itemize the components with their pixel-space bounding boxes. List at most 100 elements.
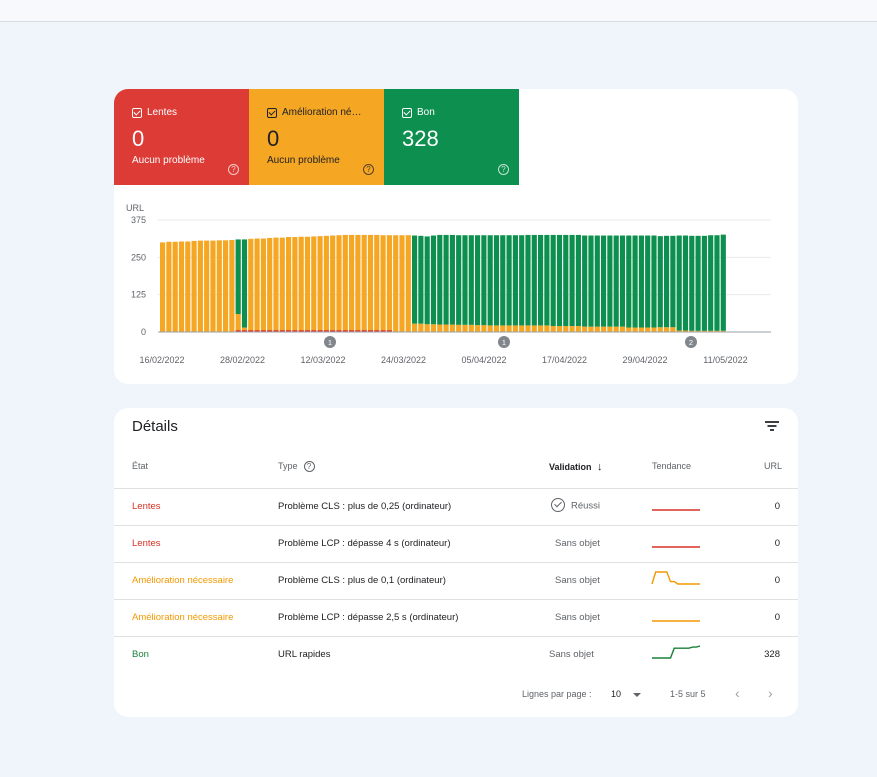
bar-segment: [601, 235, 607, 327]
header-url[interactable]: URL: [764, 461, 783, 471]
row-url-count: 0: [774, 501, 780, 512]
bar-segment: [689, 235, 695, 331]
table-row[interactable]: Amélioration nécessaire Problème CLS : pl…: [114, 562, 798, 599]
bar-segment: [594, 235, 600, 327]
y-tick-label: 0: [141, 327, 146, 337]
bar-segment: [475, 325, 481, 332]
tile-label: Lentes: [147, 107, 178, 118]
bar-segment: [367, 330, 374, 332]
bar-segment: [456, 235, 462, 325]
bar-segment: [538, 325, 544, 332]
bar-segment: [708, 235, 714, 331]
bar-segment: [632, 235, 638, 328]
tile-label: Bon: [417, 107, 435, 118]
bar-segment: [449, 324, 455, 332]
bar-segment: [607, 235, 613, 327]
x-tick-label: 24/03/2022: [381, 355, 426, 365]
bar-segment: [500, 235, 506, 326]
row-validation-cell: Sans objet: [549, 649, 594, 660]
bar-segment: [664, 235, 670, 328]
table-row[interactable]: Lentes Problème CLS : plus de 0,25 (ordin…: [114, 488, 798, 525]
trend-sparkline: [652, 509, 700, 511]
bar-segment: [506, 325, 512, 332]
bar-segment: [449, 234, 455, 325]
bar-segment: [493, 325, 500, 332]
annotation-label: 1: [502, 338, 506, 347]
bar-segment: [336, 330, 342, 332]
table-row[interactable]: Amélioration nécessaire Problème LCP : dé…: [114, 599, 798, 636]
bar-segment: [323, 235, 329, 332]
bar-segment: [664, 327, 670, 332]
row-state: Lentes: [132, 501, 161, 512]
bar-segment: [657, 236, 663, 328]
bar-segment: [575, 234, 581, 327]
help-icon[interactable]: ?: [228, 164, 239, 175]
help-icon[interactable]: ?: [498, 164, 509, 175]
table-row[interactable]: Lentes Problème LCP : dépasse 4 s (ordina…: [114, 525, 798, 562]
rows-per-page-value: 10: [611, 689, 622, 699]
table-row[interactable]: Bon URL rapides Sans objet 328: [114, 636, 798, 673]
bar-segment: [619, 235, 626, 327]
bar-segment: [531, 234, 537, 326]
row-validation: Sans objet: [555, 538, 600, 549]
bar-segment: [380, 235, 386, 332]
y-tick-label: 250: [131, 252, 146, 262]
bar-segment: [292, 237, 298, 332]
bar-segment: [355, 330, 361, 332]
arrow-down-icon: ↓: [597, 461, 603, 473]
bar-segment: [260, 330, 266, 332]
checkbox-checked-icon[interactable]: [132, 107, 142, 118]
bar-segment: [525, 234, 531, 326]
bar-segment: [556, 234, 563, 327]
bar-segment: [676, 330, 682, 332]
bar-segment: [519, 235, 525, 326]
help-icon[interactable]: ?: [303, 461, 315, 473]
bar-segment: [405, 235, 411, 332]
bar-segment: [582, 326, 588, 332]
bar-segment: [197, 240, 203, 332]
help-icon[interactable]: ?: [363, 164, 374, 175]
y-tick-label: 125: [131, 290, 146, 300]
page-range: 1-5 sur 5: [670, 689, 706, 699]
bar-segment: [424, 236, 430, 325]
checkbox-checked-icon[interactable]: [267, 107, 277, 118]
header-type[interactable]: Type: [278, 461, 298, 471]
annotation-label: 2: [689, 338, 693, 347]
bar-segment: [273, 330, 279, 332]
bar-segment: [626, 327, 632, 332]
bar-segment: [475, 235, 481, 326]
x-tick-label: 16/02/2022: [139, 355, 184, 365]
y-tick-label: 375: [131, 215, 146, 225]
bar-segment: [185, 241, 191, 332]
rows-per-page-select[interactable]: 10: [611, 689, 642, 699]
bar-segment: [298, 236, 304, 332]
tile-good[interactable]: Bon 328 ?: [384, 89, 519, 185]
bar-segment: [670, 327, 676, 332]
bar-segment: [355, 234, 361, 332]
bar-segment: [519, 325, 525, 332]
prev-page-icon[interactable]: ‹: [735, 685, 740, 701]
row-validation: Sans objet: [555, 612, 600, 623]
bar-segment: [550, 326, 556, 332]
tile-needs-improvement[interactable]: Amélioration nécessaire 0 Aucun problème…: [249, 89, 384, 185]
x-tick-label: 29/04/2022: [622, 355, 667, 365]
header-trend: Tendance: [652, 461, 692, 471]
bar-segment: [260, 238, 266, 332]
annotation-label: 1: [328, 338, 332, 347]
row-state: Amélioration nécessaire: [132, 612, 234, 623]
tile-slow[interactable]: Lentes 0 Aucun problème ?: [114, 89, 249, 185]
checkbox-checked-icon[interactable]: [402, 107, 412, 118]
bar-segment: [178, 241, 185, 332]
header-validation-wrap[interactable]: Validation ↓: [549, 461, 603, 473]
bar-segment: [626, 235, 632, 328]
bar-segment: [544, 325, 550, 332]
bar-segment: [682, 235, 689, 331]
next-page-icon[interactable]: ›: [768, 685, 773, 701]
sparkline-path: [652, 645, 701, 659]
header-state[interactable]: État: [132, 461, 149, 471]
row-state: Bon: [132, 649, 149, 660]
bar-segment: [720, 330, 726, 332]
bar-segment: [701, 235, 707, 331]
filter-icon[interactable]: [764, 418, 780, 434]
bar-segment: [342, 234, 348, 332]
